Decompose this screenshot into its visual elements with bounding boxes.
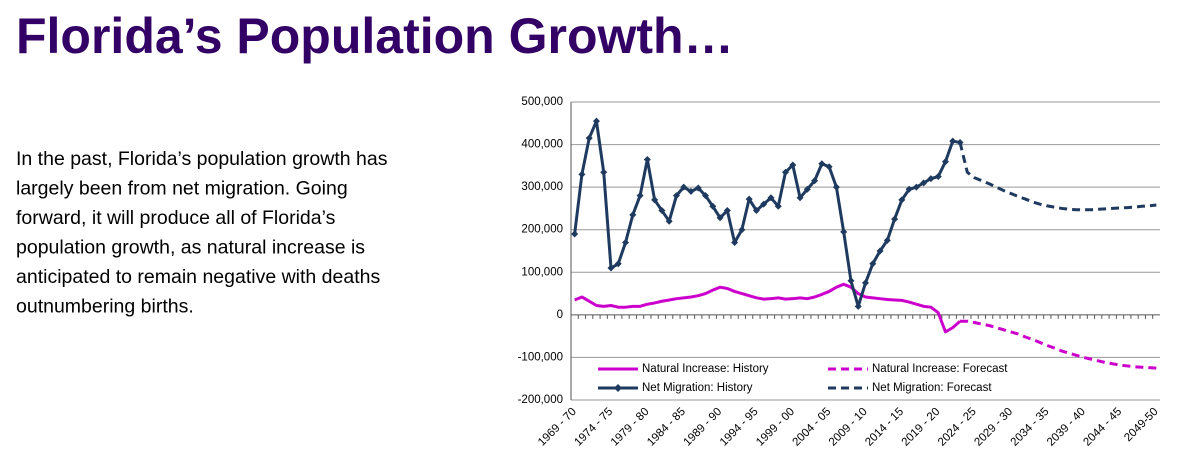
y-tick-label: 500,000 [521,96,563,108]
point-marker [818,160,826,168]
point-marker [607,264,615,272]
body-text: forward, it will produce all of Florida’… [16,207,336,229]
point-marker [883,236,891,244]
point-marker [840,228,848,236]
x-tick-label: 1974 - 75 [572,406,615,449]
point-marker [651,196,659,204]
legend-label: Net Migration: Forecast [872,382,992,394]
point-marker [658,207,666,215]
y-tick-label: 400,000 [521,139,563,151]
point-marker [731,238,739,246]
legend-label: Natural Increase: Forecast [872,363,1008,375]
point-marker [622,238,630,246]
point-marker [571,230,579,238]
point-marker [847,277,855,285]
x-tick-label: 2039 - 40 [1045,406,1088,449]
point-marker [891,215,899,223]
y-tick-label: 100,000 [521,266,563,278]
point-marker [934,173,942,180]
body-text: In the past, Florida’s population growth… [16,148,388,170]
point-marker [585,134,593,142]
point-marker [723,207,731,215]
body-text: largely been from net migration. Going [16,178,348,200]
point-marker [927,175,935,183]
series-line [958,142,1157,212]
body-text: anticipated to remain negative with deat… [16,266,380,288]
point-marker [782,168,790,176]
point-marker [912,183,920,191]
point-marker [636,192,644,200]
point-marker [825,163,833,171]
point-marker [716,214,724,222]
point-marker [767,194,775,202]
y-tick-label: 200,000 [521,224,563,236]
point-marker [760,200,768,208]
point-marker [862,279,869,287]
point-marker [869,260,877,268]
point-marker [709,202,717,210]
point-marker [600,168,608,176]
point-marker [854,302,862,310]
point-marker [643,155,651,163]
point-marker [680,183,688,191]
x-tick-label: 2044 - 45 [1081,406,1124,449]
point-marker [876,247,884,255]
point-marker [614,260,622,268]
point-marker [920,179,928,187]
slide-title: Florida’s Population Growth… [16,8,734,64]
x-tick-label: 2019 - 20 [900,406,943,449]
y-tick-label: 300,000 [521,181,563,193]
x-tick-label: 2014 - 15 [863,406,906,449]
point-marker [752,207,760,215]
x-tick-label: 2034 - 35 [1009,406,1052,449]
series-line [573,119,961,308]
series-line [960,319,1157,370]
point-marker [687,187,695,195]
legend-label: Net Migration: History [642,382,753,394]
body-text: population growth, as natural increase i… [16,237,365,259]
point-marker [694,184,702,192]
point-marker [665,217,673,225]
x-tick-label: 1984 - 85 [645,406,688,449]
point-marker [803,185,811,193]
x-tick-label: 1969 - 70 [536,406,579,449]
series-line [574,282,962,334]
point-marker [702,192,710,200]
x-tick-label: 2004 - 05 [791,406,834,449]
x-tick-label: 1979 - 80 [609,406,652,449]
legend-label: Natural Increase: History [642,363,769,375]
point-marker [811,177,819,185]
point-marker [745,195,753,203]
x-tick-label: 1994 - 95 [718,406,761,449]
legend-marker [614,384,622,392]
body-text: outnumbering births. [16,296,194,318]
point-marker [774,202,782,210]
x-tick-label: 2049-50 [1122,406,1160,444]
point-marker [578,170,586,178]
point-marker [949,137,957,145]
point-marker [796,194,804,202]
point-marker [941,158,949,166]
point-marker [898,196,906,204]
point-marker [592,117,600,125]
point-marker [789,161,797,169]
point-marker [905,185,913,193]
x-tick-label: 2029 - 30 [972,406,1015,449]
point-marker [629,211,637,219]
x-tick-label: 2024 - 25 [936,406,979,449]
y-tick-label: 0 [557,309,563,321]
x-tick-label: 2009 - 10 [827,406,870,449]
y-tick-label: -100,000 [518,351,563,363]
point-marker [832,183,840,191]
x-tick-label: 1989 - 90 [681,406,724,449]
point-marker [738,226,746,234]
x-tick-label: 1999 - 00 [754,406,797,449]
point-marker [672,192,680,200]
y-tick-label: -200,000 [518,394,563,406]
